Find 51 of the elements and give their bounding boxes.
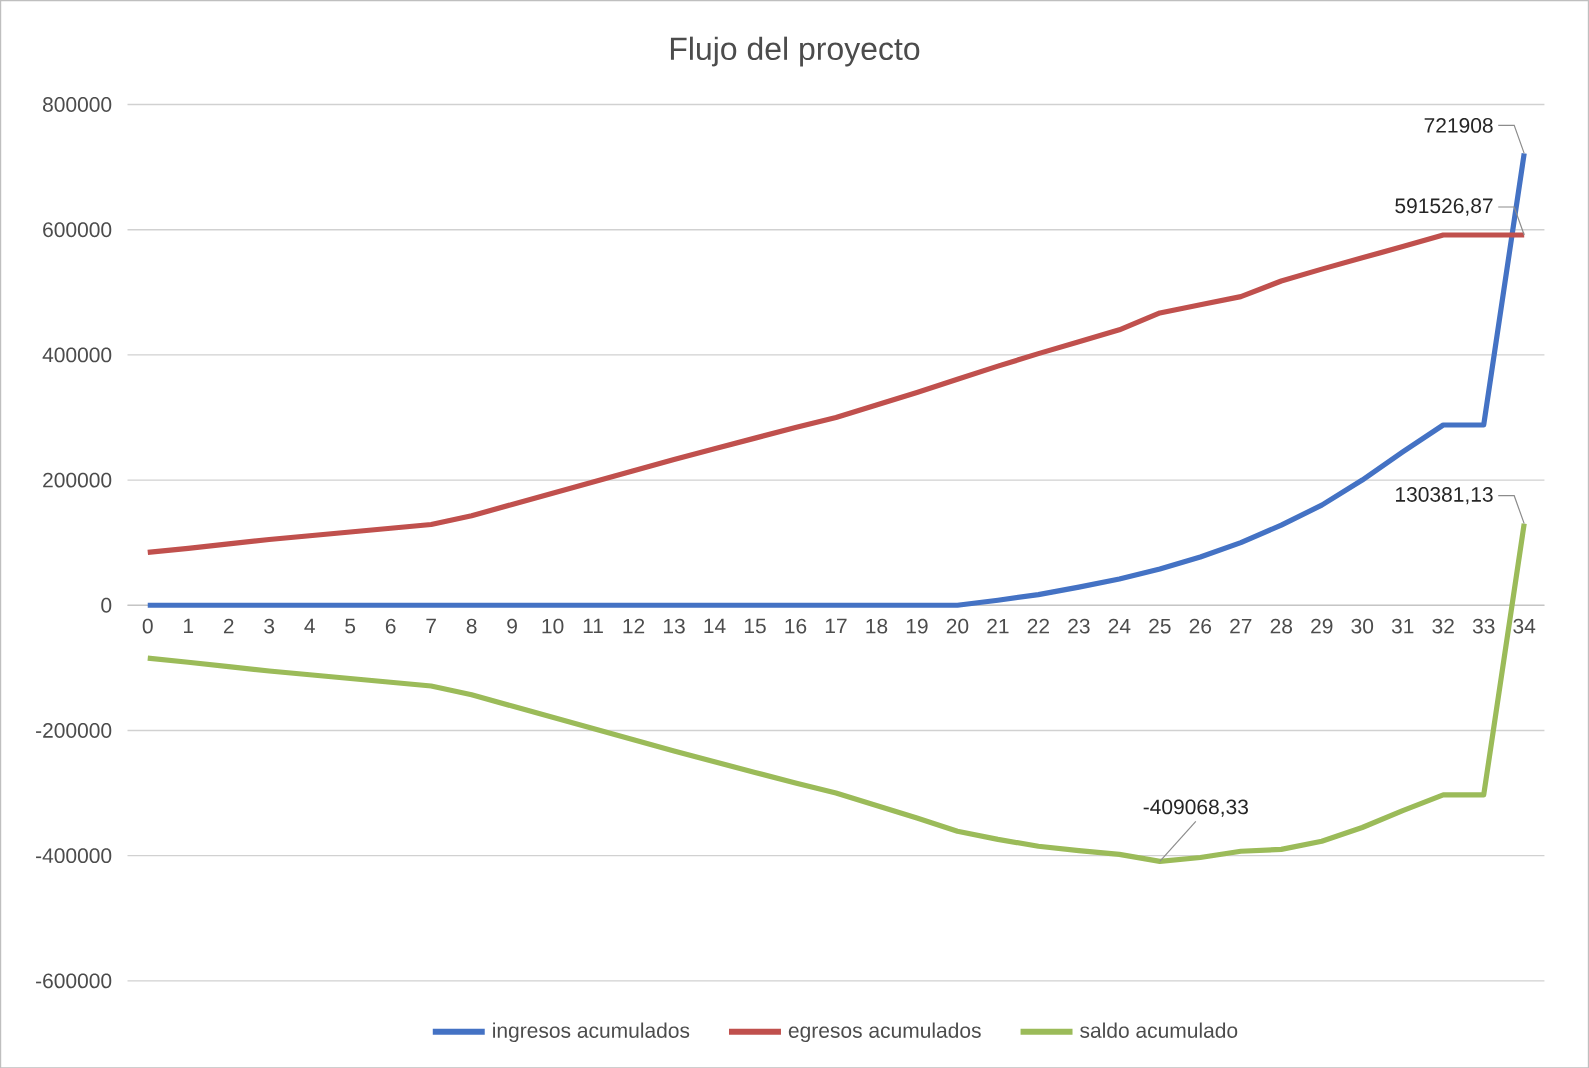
y-tick-label: -400000 (36, 848, 112, 863)
y-tick-label: 600000 (43, 222, 112, 237)
legend-label: egresos acumulados (788, 1022, 981, 1042)
x-tick-label: 17 (825, 618, 847, 633)
x-tick-label: 23 (1068, 618, 1090, 634)
x-tick-label: 1 (184, 618, 194, 633)
x-tick-label: 10 (542, 618, 564, 634)
x-tick-label: 31 (1391, 618, 1414, 634)
legend-label: saldo acumulado (1080, 1022, 1238, 1038)
x-tick-label: 34 (1513, 618, 1536, 634)
y-tick-label: -600000 (36, 973, 112, 989)
x-tick-label: 21 (987, 618, 1009, 634)
x-tick-label: 20 (946, 618, 969, 634)
y-tick-label: 0 (101, 597, 112, 613)
x-tick-label: 28 (1270, 618, 1293, 634)
legend-label: ingresos acumulados (493, 1022, 690, 1042)
x-tick-label: 0 (142, 618, 153, 634)
x-tick-label: 13 (663, 618, 685, 634)
x-tick-label: 25 (1149, 618, 1171, 634)
x-tick-label: 14 (704, 618, 726, 633)
annotation: 721908 (1424, 117, 1493, 133)
x-tick-label: 4 (304, 618, 315, 633)
x-tick-label: 2 (223, 618, 234, 634)
x-tick-label: 16 (785, 618, 807, 634)
x-tick-label: 5 (345, 618, 356, 634)
x-tick-label: 7 (426, 618, 436, 633)
y-tick-label: 800000 (43, 96, 112, 112)
x-tick-label: 32 (1432, 618, 1454, 634)
annotation: 130381,13 (1396, 486, 1493, 505)
y-tick-label: 400000 (42, 347, 112, 363)
x-tick-label: 12 (623, 618, 645, 634)
x-tick-label: 19 (906, 618, 928, 634)
x-tick-label: 22 (1027, 618, 1049, 634)
chart-title: Flujo del proyecto (670, 36, 920, 67)
x-tick-label: 11 (583, 618, 603, 633)
y-tick-label: -200000 (36, 722, 112, 738)
x-tick-label: 24 (1108, 618, 1131, 634)
x-tick-label: 9 (507, 618, 517, 634)
x-tick-label: 30 (1351, 618, 1374, 634)
annotation: -409068,33 (1143, 799, 1248, 817)
x-tick-label: 29 (1311, 618, 1333, 634)
x-tick-label: 26 (1189, 618, 1212, 634)
annotation: 591526,87 (1395, 198, 1493, 216)
x-tick-label: 27 (1230, 618, 1252, 634)
x-tick-label: 6 (385, 618, 396, 634)
x-tick-label: 3 (264, 618, 275, 634)
x-tick-label: 33 (1472, 618, 1495, 634)
x-tick-label: 15 (744, 618, 766, 634)
x-tick-label: 8 (466, 618, 477, 634)
y-tick-label: 200000 (43, 472, 112, 488)
x-tick-label: 18 (866, 618, 888, 634)
